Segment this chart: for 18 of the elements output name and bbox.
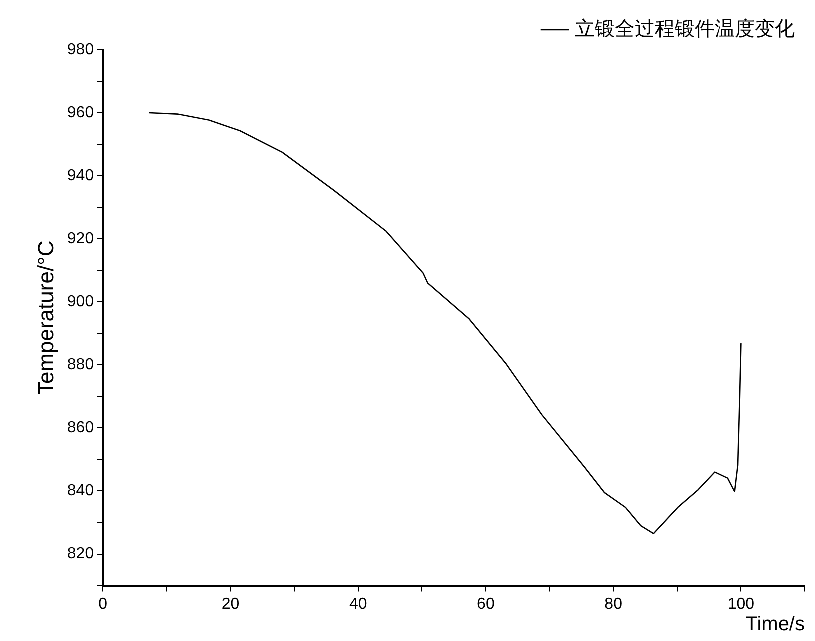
x-axis-title: Time/s <box>746 614 805 636</box>
y-tick-label: 980 <box>67 41 94 58</box>
y-tick-label: 820 <box>67 546 94 563</box>
y-tick-label: 960 <box>67 104 94 122</box>
x-tick-label: 40 <box>349 596 368 613</box>
x-tick-label: 100 <box>728 596 755 613</box>
y-tick-label: 940 <box>67 167 94 184</box>
x-tick-label: 80 <box>604 596 623 613</box>
y-axis-title: Temperature/°C <box>33 240 58 396</box>
y-tick-label: 860 <box>67 420 94 437</box>
y-tick-label: 920 <box>67 230 94 248</box>
x-tick-label: 20 <box>222 596 240 613</box>
x-tick-label: 60 <box>477 596 495 613</box>
y-tick-label: 840 <box>67 482 94 500</box>
legend-label: 立锻全过程锻件温度变化 <box>575 18 795 41</box>
y-tick-label: 900 <box>67 294 94 311</box>
y-tick-label: 880 <box>67 356 94 374</box>
x-tick-label: 0 <box>98 596 108 613</box>
